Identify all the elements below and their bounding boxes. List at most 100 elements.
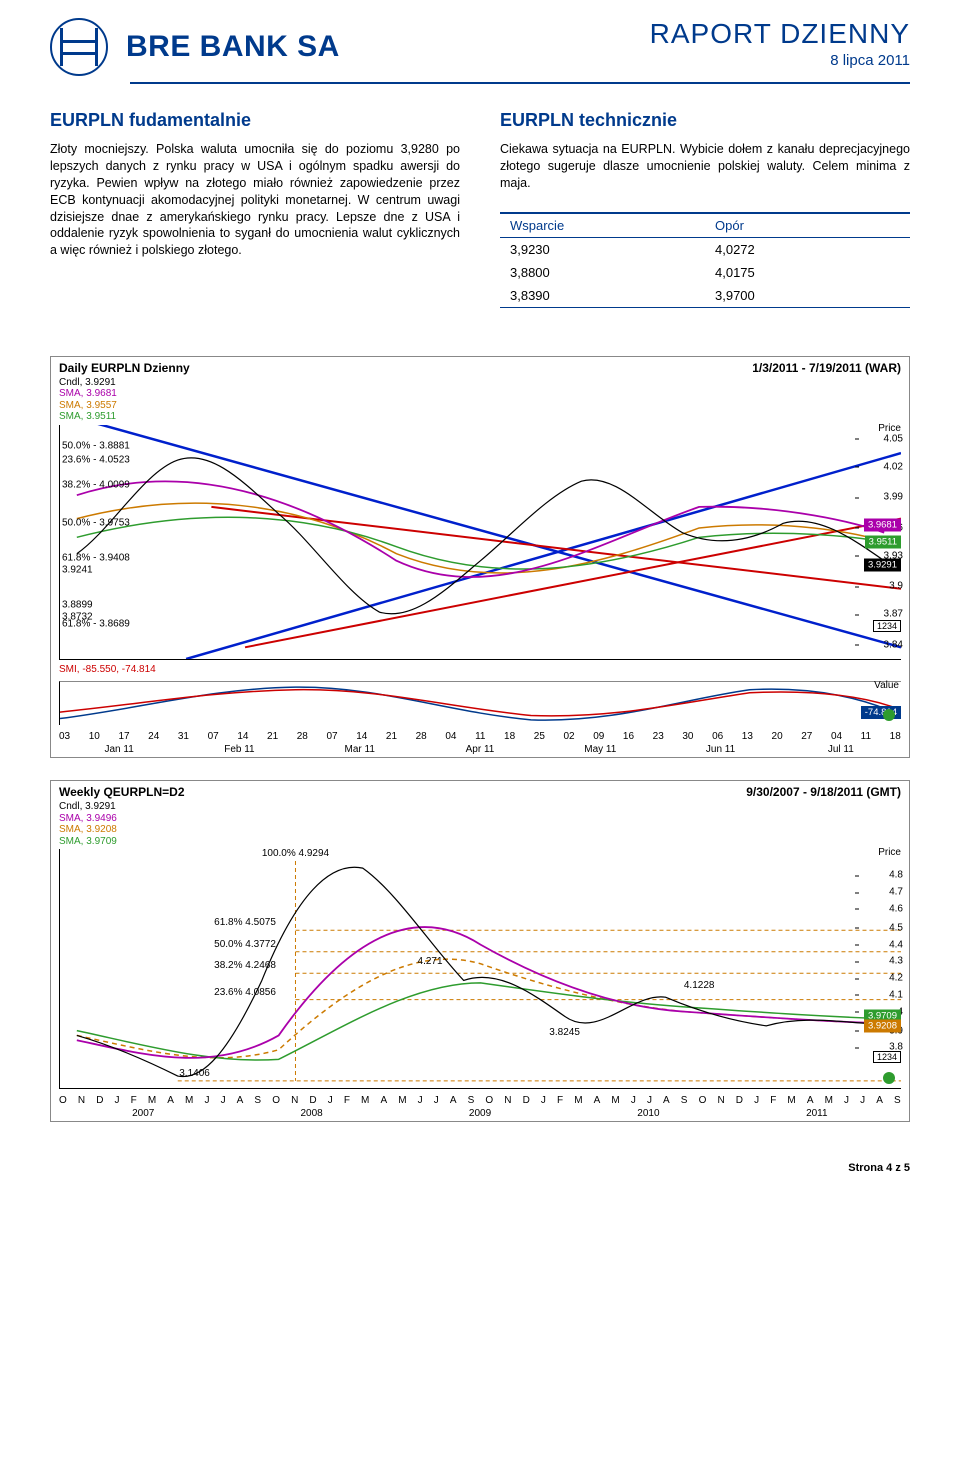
bank-logo-icon <box>50 18 108 76</box>
y-tick: 3.9 <box>889 581 903 592</box>
osc-daily-svg <box>60 682 901 725</box>
x-letter: S <box>468 1095 475 1106</box>
chart-daily-x-axis: 0310172431071421280714212804111825020916… <box>51 729 909 757</box>
x-year: 2010 <box>564 1108 732 1119</box>
x-year: 2008 <box>227 1108 395 1119</box>
osc-value-badge: -74.814 <box>861 706 901 719</box>
x-year: 2009 <box>396 1108 564 1119</box>
x-letter: O <box>485 1095 493 1106</box>
y-tick: 4.5 <box>889 922 903 933</box>
bank-name: BRE BANK SA <box>126 30 340 64</box>
col-technical: EURPLN technicznie Ciekawa sytuacja na E… <box>500 110 910 308</box>
x-letter: D <box>523 1095 530 1106</box>
y-tick: 4.2 <box>889 973 903 984</box>
x-day: 16 <box>623 731 634 742</box>
x-day: 10 <box>89 731 100 742</box>
fib-level-label: 38.2% 4.2468 <box>214 960 276 971</box>
x-letter: M <box>611 1095 619 1106</box>
fib-level-label: 50.0% - 3.9753 <box>62 517 130 528</box>
x-day: 24 <box>148 731 159 742</box>
price-badge: 3.9681 <box>864 519 901 532</box>
cell-support: 3,8390 <box>500 284 705 307</box>
x-letter: A <box>807 1095 814 1106</box>
x-day: 07 <box>326 731 337 742</box>
fib-level-label: 3.9241 <box>62 564 93 575</box>
x-letter: M <box>398 1095 406 1106</box>
x-letter: J <box>328 1095 333 1106</box>
x-letter: J <box>631 1095 636 1106</box>
x-day: 07 <box>208 731 219 742</box>
x-letter: J <box>418 1095 423 1106</box>
x-month: Mar 11 <box>300 744 420 755</box>
fib-level-label: 3.1406 <box>179 1068 210 1079</box>
fib-level-label: 50.0% 4.3772 <box>214 939 276 950</box>
x-letter: F <box>344 1095 350 1106</box>
support-resist-table: Wsparcie Opór 3,9230 4,0272 3,8800 4,017… <box>500 212 910 308</box>
x-letter: F <box>557 1095 563 1106</box>
x-letter: J <box>221 1095 226 1106</box>
x-letter: N <box>504 1095 511 1106</box>
y-tick: 3.84 <box>884 639 903 650</box>
x-letter: D <box>736 1095 743 1106</box>
chart-weekly-legend: Cndl, 3.9291SMA, 3.9496SMA, 3.9208SMA, 3… <box>51 801 909 849</box>
x-letter: J <box>647 1095 652 1106</box>
col-fundamental: EURPLN fudamentalnie Złoty mocniejszy. P… <box>50 110 460 308</box>
x-day: 14 <box>356 731 367 742</box>
table-row: 3,8390 3,9700 <box>500 284 910 307</box>
chart-daily-oscillator: Value -74.814 <box>59 681 901 725</box>
x-letter: A <box>876 1095 883 1106</box>
osc-legend-item: SMI, -85.550, -74.814 <box>59 664 901 676</box>
x-letter: J <box>541 1095 546 1106</box>
y-tick: 4.4 <box>889 939 903 950</box>
chart-weekly-range: 9/30/2007 - 9/18/2011 (GMT) <box>746 785 901 799</box>
legend-item: Cndl, 3.9291 <box>59 377 901 389</box>
x-letter: A <box>594 1095 601 1106</box>
table-row: 3,9230 4,0272 <box>500 238 910 261</box>
x-letter: J <box>754 1095 759 1106</box>
x-letter: D <box>96 1095 103 1106</box>
header-right: RAPORT DZIENNY 8 lipca 2011 <box>650 18 910 69</box>
x-letter: N <box>717 1095 724 1106</box>
x-letter: N <box>291 1095 298 1106</box>
x-letter: A <box>167 1095 174 1106</box>
report-date: 8 lipca 2011 <box>650 52 910 69</box>
x-day: 21 <box>267 731 278 742</box>
x-day: 25 <box>534 731 545 742</box>
y-tick: 3.87 <box>884 609 903 620</box>
x-letter: A <box>380 1095 387 1106</box>
fib-level-label: 61.8% - 3.8689 <box>62 618 130 629</box>
legend-item: SMA, 3.9681 <box>59 388 901 400</box>
y-tick: 4.6 <box>889 903 903 914</box>
x-month: Apr 11 <box>420 744 540 755</box>
x-month: Feb 11 <box>179 744 299 755</box>
x-day: 28 <box>416 731 427 742</box>
x-letter: A <box>450 1095 457 1106</box>
x-day: 31 <box>178 731 189 742</box>
cell-support: 3,8800 <box>500 261 705 284</box>
cell-resist: 4,0272 <box>705 238 910 261</box>
x-letter: S <box>894 1095 901 1106</box>
x-day: 14 <box>237 731 248 742</box>
fib-level-label: 38.2% - 4.0099 <box>62 480 130 491</box>
fib-level-label: 3.8245 <box>549 1027 580 1038</box>
x-letter: O <box>272 1095 280 1106</box>
fib-level-label: 50.0% - 3.8881 <box>62 440 130 451</box>
chart-weekly-panel: Weekly QEURPLN=D2 9/30/2007 - 9/18/2011 … <box>50 780 910 1122</box>
x-months-row: Jan 11Feb 11Mar 11Apr 11May 11Jun 11Jul … <box>59 744 901 755</box>
col-header-resist: Opór <box>705 214 910 237</box>
cell-resist: 3,9700 <box>705 284 910 307</box>
chart-weekly-plot: Price 4.84.74.64.54.44.34.24.143.93.8 10… <box>59 849 901 1089</box>
x-letter: N <box>78 1095 85 1106</box>
x-letter: S <box>681 1095 688 1106</box>
legend-item: SMA, 3.9496 <box>59 813 901 825</box>
x-years-row: 20072008200920102011 <box>59 1108 901 1119</box>
x-letter: J <box>115 1095 120 1106</box>
x-letter: A <box>237 1095 244 1106</box>
y-tick: 4.8 <box>889 870 903 881</box>
x-letter: M <box>148 1095 156 1106</box>
x-month: Jun 11 <box>660 744 780 755</box>
chart-daily-title: Daily EURPLN Dzienny <box>59 361 190 375</box>
x-day: 11 <box>861 731 871 742</box>
x-day: 27 <box>801 731 812 742</box>
price-badge: 3.9208 <box>864 1019 901 1032</box>
